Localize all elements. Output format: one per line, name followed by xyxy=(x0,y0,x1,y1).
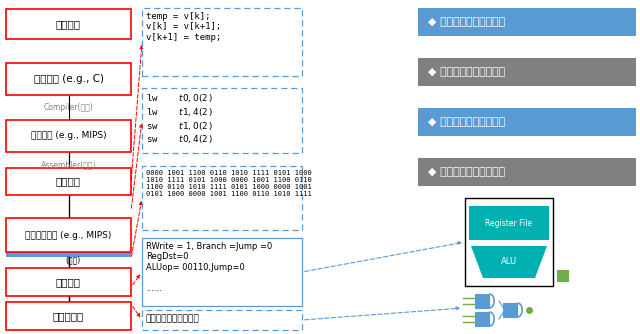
Text: lw    $t0, 0($2)
lw    $t1, 4($2)
sw    $t1, 0($2)
sw    $t0, 4($2): lw $t0, 0($2) lw $t1, 4($2) sw $t1, 0($2… xyxy=(146,92,212,145)
Bar xyxy=(6,218,131,252)
Text: 微代码层: 微代码层 xyxy=(56,277,81,287)
Text: 操作系统: 操作系统 xyxy=(56,176,81,186)
Text: ◆ 不同用户处在不同层次: ◆ 不同用户处在不同层次 xyxy=(428,17,505,27)
Text: (解释): (解释) xyxy=(66,256,81,265)
Text: temp = v[k];
v[k] = v[k+1];
v[k+1] = temp;: temp = v[k]; v[k] = v[k+1]; v[k+1] = tem… xyxy=(146,12,221,42)
Text: ◆ 不同层次具有不同属性: ◆ 不同层次具有不同属性 xyxy=(428,67,505,77)
Text: 硬件逻辑层: 硬件逻辑层 xyxy=(53,311,84,321)
Bar xyxy=(142,8,302,76)
Text: 应用程序: 应用程序 xyxy=(56,19,81,29)
Bar xyxy=(557,270,569,282)
Text: 指令集架构层 (e.g., MIPS): 指令集架构层 (e.g., MIPS) xyxy=(26,230,112,239)
Bar xyxy=(503,303,517,317)
Bar xyxy=(6,252,131,257)
Bar xyxy=(6,302,131,330)
Text: RWrite = 1, Branch =Jump =0
RegDst=0
ALUop= 00110,Jump=0

......: RWrite = 1, Branch =Jump =0 RegDst=0 ALU… xyxy=(146,242,272,293)
Text: 高级语言 (e.g., C): 高级语言 (e.g., C) xyxy=(33,74,104,84)
Bar xyxy=(6,9,131,39)
Bar xyxy=(475,312,490,326)
Bar xyxy=(418,158,636,186)
Bar xyxy=(6,268,131,296)
Text: 使用布尔代数和真值表: 使用布尔代数和真值表 xyxy=(146,314,200,323)
Text: ◆ 不同层次代码效率不同: ◆ 不同层次代码效率不同 xyxy=(428,167,505,177)
Text: 0000 1001 1100 0110 1010 1111 0101 1000
1010 1111 0101 1000 0000 1001 1100 0110
: 0000 1001 1100 0110 1010 1111 0101 1000 … xyxy=(146,170,312,197)
Bar xyxy=(465,198,553,286)
Text: Assembler(翻译): Assembler(翻译) xyxy=(41,161,96,169)
Bar xyxy=(418,108,636,136)
Bar xyxy=(142,310,302,330)
Bar xyxy=(6,168,131,195)
Bar xyxy=(475,294,490,308)
Text: Compiler(翻译): Compiler(翻译) xyxy=(44,104,93,113)
Text: Register File: Register File xyxy=(485,218,532,227)
Bar xyxy=(6,63,131,95)
Bar xyxy=(142,238,302,306)
Text: ALU: ALU xyxy=(501,258,517,267)
Bar xyxy=(469,206,549,240)
Bar xyxy=(142,88,302,153)
Bar xyxy=(6,120,131,152)
Bar xyxy=(418,58,636,86)
Text: 汇编语言 (e.g., MIPS): 汇编语言 (e.g., MIPS) xyxy=(31,132,106,141)
Bar xyxy=(142,166,302,230)
Polygon shape xyxy=(471,246,547,278)
Bar xyxy=(418,8,636,36)
Text: ◆ 不同层次使用不同工具: ◆ 不同层次使用不同工具 xyxy=(428,117,505,127)
